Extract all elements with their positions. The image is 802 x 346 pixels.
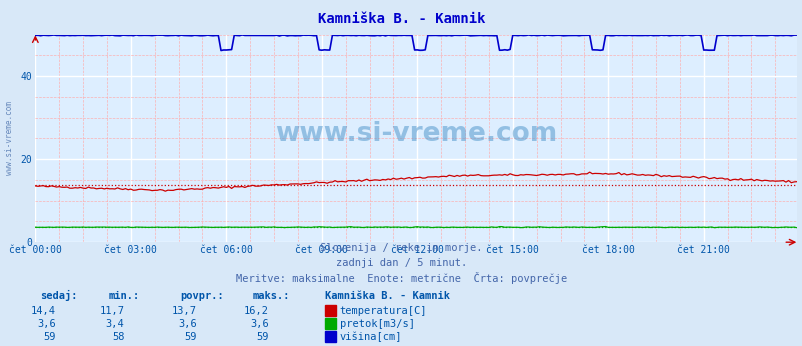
Text: zadnji dan / 5 minut.: zadnji dan / 5 minut. (335, 258, 467, 268)
Text: 3,6: 3,6 (38, 319, 56, 329)
Text: Meritve: maksimalne  Enote: metrične  Črta: povprečje: Meritve: maksimalne Enote: metrične Črta… (236, 272, 566, 284)
Text: 3,6: 3,6 (178, 319, 196, 329)
Text: 14,4: 14,4 (31, 306, 56, 316)
Text: maks.:: maks.: (253, 291, 290, 301)
Text: Slovenija / reke in morje.: Slovenija / reke in morje. (320, 243, 482, 253)
Text: 11,7: 11,7 (99, 306, 124, 316)
Text: Kamniška B. - Kamnik: Kamniška B. - Kamnik (318, 12, 484, 26)
Text: 59: 59 (184, 332, 196, 342)
Text: www.si-vreme.com: www.si-vreme.com (274, 121, 557, 147)
Text: sedaj:: sedaj: (40, 290, 78, 301)
Text: temperatura[C]: temperatura[C] (339, 306, 427, 316)
Text: 3,4: 3,4 (106, 319, 124, 329)
Text: min.:: min.: (108, 291, 140, 301)
Text: Kamniška B. - Kamnik: Kamniška B. - Kamnik (325, 291, 450, 301)
Text: pretok[m3/s]: pretok[m3/s] (339, 319, 414, 329)
Text: www.si-vreme.com: www.si-vreme.com (5, 101, 14, 175)
Text: 13,7: 13,7 (172, 306, 196, 316)
Text: višina[cm]: višina[cm] (339, 331, 402, 342)
Text: 59: 59 (43, 332, 56, 342)
Text: povpr.:: povpr.: (180, 291, 224, 301)
Text: 58: 58 (111, 332, 124, 342)
Text: 3,6: 3,6 (250, 319, 269, 329)
Text: 59: 59 (256, 332, 269, 342)
Text: 16,2: 16,2 (244, 306, 269, 316)
